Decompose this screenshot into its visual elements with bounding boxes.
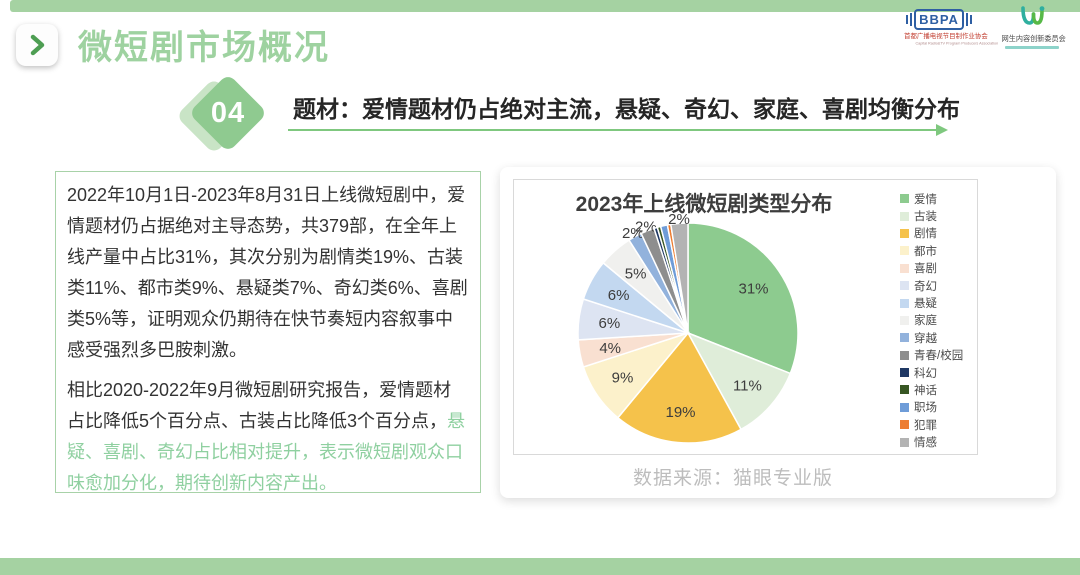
header-chevron-badge bbox=[16, 24, 58, 66]
page-title: 微短剧市场概况 bbox=[78, 29, 330, 67]
legend-swatch-icon bbox=[900, 315, 909, 325]
wj-logo: 网生内容创新委员会 bbox=[1000, 6, 1066, 49]
legend-item: 家庭 bbox=[900, 312, 963, 329]
bbpa-mark-icon bbox=[906, 15, 909, 24]
pie-value-label: 2% bbox=[635, 219, 657, 236]
chart-box: 2023年上线微短剧类型分布 31% 11% 19% 9% 4% 6% 6% 5% 2% 2% 2%… bbox=[513, 179, 978, 455]
wj-mark-icon bbox=[1021, 6, 1045, 25]
pie-value-label: 5% bbox=[625, 266, 647, 283]
legend-swatch-icon bbox=[900, 402, 909, 412]
arrow-head-icon bbox=[936, 124, 948, 136]
pie-slice-情感 bbox=[669, 222, 689, 334]
legend-swatch-icon bbox=[900, 228, 909, 238]
pie-value-label: 31% bbox=[738, 281, 768, 298]
legend-label: 喜剧 bbox=[914, 263, 937, 276]
bbpa-cn-name: 首都广播电视节目制作业协会 bbox=[904, 33, 988, 40]
legend-swatch-icon bbox=[900, 437, 909, 447]
legend-item: 古装 bbox=[900, 207, 963, 224]
pie-slice-剧情 bbox=[616, 331, 743, 444]
pie-value-label: 9% bbox=[612, 370, 634, 387]
legend-label: 情感 bbox=[914, 437, 937, 450]
bbpa-mark-icon bbox=[969, 15, 972, 24]
legend-swatch-icon bbox=[900, 281, 909, 291]
legend-label: 家庭 bbox=[914, 315, 937, 328]
wj-en-tagline-line bbox=[1005, 46, 1059, 49]
legend-label: 古装 bbox=[914, 211, 937, 224]
bbpa-mark-icon bbox=[965, 13, 968, 26]
pie-value-label: 2% bbox=[668, 211, 690, 228]
legend-label: 科幻 bbox=[914, 367, 937, 380]
legend-swatch-icon bbox=[900, 246, 909, 256]
bbpa-mark-icon bbox=[910, 13, 913, 26]
chart-card: 2023年上线微短剧类型分布 31% 11% 19% 9% 4% 6% 6% 5% 2% 2% 2%… bbox=[500, 167, 1056, 498]
legend-item: 职场 bbox=[900, 399, 963, 416]
pie-value-label: 4% bbox=[599, 340, 621, 357]
pie-chart: 31%11%19%9%4%6%6%5%2%2% 2% bbox=[577, 211, 799, 444]
top-accent-bar bbox=[10, 0, 1080, 12]
legend-item: 悬疑 bbox=[900, 294, 963, 311]
legend-label: 职场 bbox=[914, 402, 937, 415]
commentary-paragraph-1: 2022年10月1日-2023年8月31日上线微短剧中，爱情题材仍占据绝对主导态… bbox=[67, 180, 469, 366]
legend-item: 情感 bbox=[900, 433, 963, 450]
legend-label: 爱情 bbox=[914, 193, 937, 206]
legend-item: 爱情 bbox=[900, 190, 963, 207]
pie-value-label: 2% bbox=[622, 225, 644, 242]
legend-swatch-icon bbox=[900, 333, 909, 343]
wj-cn-name: 网生内容创新委员会 bbox=[1001, 34, 1066, 43]
chevron-right-icon bbox=[30, 34, 45, 56]
pie-value-label: 11% bbox=[733, 377, 762, 394]
chart-legend: 爱情古装剧情都市喜剧奇幻悬疑家庭穿越青春/校园科幻神话职场犯罪情感 bbox=[900, 190, 963, 451]
chart-title: 2023年上线微短剧类型分布 bbox=[575, 193, 833, 216]
pie-value-label: 6% bbox=[608, 287, 630, 304]
commentary-text-2: 相比2020-2022年9月微短剧研究报告，爱情题材占比降低5个百分点、古装占比… bbox=[67, 380, 452, 431]
legend-label: 悬疑 bbox=[914, 298, 937, 311]
legend-swatch-icon bbox=[900, 194, 909, 204]
subtitle-arrow-line bbox=[288, 124, 948, 136]
legend-item: 奇幻 bbox=[900, 277, 963, 294]
pie-value-label: 19% bbox=[665, 404, 695, 421]
legend-swatch-icon bbox=[900, 368, 909, 378]
bottom-accent-bar bbox=[0, 558, 1080, 575]
legend-swatch-icon bbox=[900, 420, 909, 430]
legend-swatch-icon bbox=[900, 263, 909, 273]
legend-label: 犯罪 bbox=[914, 419, 937, 432]
legend-swatch-icon bbox=[900, 350, 909, 360]
commentary-panel: 2022年10月1日-2023年8月31日上线微短剧中，爱情题材仍占据绝对主导态… bbox=[55, 171, 481, 493]
legend-swatch-icon bbox=[900, 385, 909, 395]
legend-label: 剧情 bbox=[914, 228, 937, 241]
legend-item: 青春/校园 bbox=[900, 347, 963, 364]
commentary-text-highlight: 悬疑、喜剧、奇幻占比相对提升，表示微短剧观众口味愈加分化，期待创新内容产出。 bbox=[67, 411, 466, 493]
section-subtitle: 题材：爱情题材仍占绝对主流，悬疑、奇幻、家庭、喜剧均衡分布 bbox=[293, 96, 960, 122]
pie-slice-爱情 bbox=[687, 222, 799, 375]
legend-label: 穿越 bbox=[914, 332, 937, 345]
legend-swatch-icon bbox=[900, 211, 909, 221]
legend-label: 青春/校园 bbox=[914, 350, 964, 363]
legend-label: 奇幻 bbox=[914, 280, 937, 293]
bbpa-en-name: Capital Radio&TV Program Producers Assoc… bbox=[915, 42, 999, 46]
bbpa-acronym: BBPA bbox=[914, 9, 964, 30]
legend-item: 穿越 bbox=[900, 329, 963, 346]
legend-item: 都市 bbox=[900, 242, 963, 259]
legend-label: 都市 bbox=[914, 245, 937, 258]
legend-item: 剧情 bbox=[900, 225, 963, 242]
legend-item: 喜剧 bbox=[900, 260, 963, 277]
bbpa-logo-row: BBPA bbox=[901, 9, 977, 30]
section-number: 04 bbox=[210, 96, 246, 129]
pie-value-label: 6% bbox=[599, 315, 621, 332]
chart-source: 数据来源：猫眼专业版 bbox=[632, 468, 833, 489]
commentary-text-1: 2022年10月1日-2023年8月31日上线微短剧中，爱情题材仍占据绝对主导态… bbox=[67, 185, 468, 360]
legend-item: 神话 bbox=[900, 381, 963, 398]
section-number-badge: 04 bbox=[175, 73, 268, 155]
legend-item: 犯罪 bbox=[900, 416, 963, 433]
legend-label: 神话 bbox=[914, 384, 937, 397]
pie-slice-古装 bbox=[686, 331, 792, 431]
commentary-paragraph-2: 相比2020-2022年9月微短剧研究报告，爱情题材占比降低5个百分点、古装占比… bbox=[67, 375, 469, 499]
legend-swatch-icon bbox=[900, 298, 909, 308]
legend-item: 科幻 bbox=[900, 364, 963, 381]
bbpa-logo: BBPA 首都广播电视节目制作业协会 Capital Radio&TV Prog… bbox=[901, 9, 999, 47]
